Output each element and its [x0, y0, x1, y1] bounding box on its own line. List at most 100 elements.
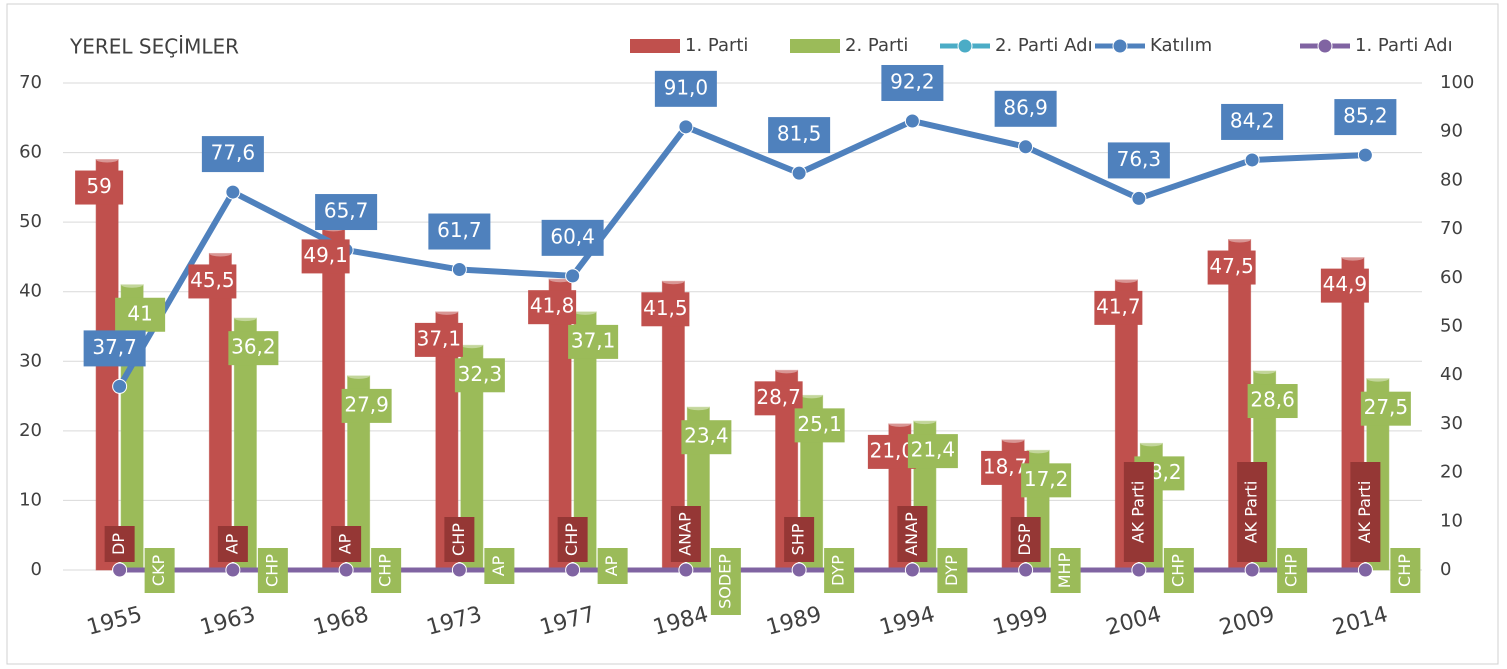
- name-label: AP: [602, 555, 621, 576]
- name-label-box: [1123, 462, 1154, 562]
- y-tick-label: 0: [31, 559, 42, 580]
- y2-tick-label: 10: [1440, 510, 1463, 531]
- data-label: 37,1: [417, 326, 462, 350]
- name-label: CHP: [1395, 554, 1414, 587]
- bar-cap: [347, 372, 370, 379]
- line-marker: [565, 562, 581, 578]
- line-marker: [112, 378, 128, 394]
- line-marker: [791, 165, 807, 181]
- data-label-box: [994, 90, 1057, 127]
- bar-cap: [209, 250, 232, 257]
- data-label: 76,3: [1117, 147, 1162, 171]
- data-label: 25,1: [797, 412, 842, 436]
- line-marker: [791, 562, 807, 578]
- data-label: 23,4: [684, 424, 729, 448]
- y2-tick-label: 100: [1440, 72, 1474, 93]
- data-label-box: [201, 136, 264, 173]
- data-label: 49,1: [303, 243, 348, 267]
- name-label: CHP: [562, 523, 581, 556]
- name-label-box: [144, 548, 175, 593]
- data-label-box: [428, 213, 491, 250]
- data-label-box: [1334, 99, 1397, 136]
- data-label: 32,3: [458, 362, 503, 386]
- line-marker: [1357, 147, 1373, 163]
- line-marker: [1131, 190, 1147, 206]
- data-label-box: [528, 290, 577, 325]
- line-marker: [225, 184, 241, 200]
- y2-tick-label: 20: [1440, 462, 1463, 483]
- name-label-box: [1163, 548, 1194, 593]
- data-label-box: [1094, 290, 1143, 325]
- line-marker: [451, 262, 467, 278]
- line-marker: [1018, 562, 1034, 578]
- name-label: CHP: [262, 554, 281, 587]
- data-label-box: [83, 330, 146, 367]
- bar-cap: [913, 418, 936, 425]
- y-tick-label: 50: [19, 211, 42, 232]
- data-label: 28,7: [756, 385, 801, 409]
- data-label-box: [794, 408, 845, 443]
- line-marker: [338, 562, 354, 578]
- data-label: 21,0: [870, 438, 915, 462]
- y-tick-label: 40: [19, 281, 42, 302]
- data-label: 18,7: [983, 454, 1028, 478]
- name-label: DYP: [942, 555, 961, 586]
- name-label: AP: [489, 555, 508, 576]
- data-label: 61,7: [437, 218, 482, 242]
- data-label-box: [768, 117, 831, 154]
- name-label-box: [371, 548, 402, 593]
- data-label: 41,5: [643, 296, 688, 320]
- name-label: ANAP: [675, 512, 694, 556]
- y2-tick-label: 80: [1440, 169, 1463, 190]
- y2-tick-label: 40: [1440, 364, 1463, 385]
- name-label-box: [710, 548, 741, 615]
- line-marker: [225, 562, 241, 578]
- data-label: 37,7: [92, 335, 137, 359]
- bar-cap: [662, 278, 685, 285]
- y-tick-label: 70: [19, 72, 42, 93]
- y2-tick-label: 0: [1440, 559, 1451, 580]
- data-label: 65,7: [324, 199, 369, 223]
- data-label: 27,9: [344, 392, 389, 416]
- bar-cap: [1115, 276, 1138, 283]
- data-label-box: [907, 434, 958, 469]
- line-marker: [1357, 562, 1373, 578]
- bar-cap: [460, 342, 483, 349]
- data-label: 47,5: [1209, 254, 1254, 278]
- data-label-box: [654, 70, 717, 107]
- data-label: 17,2: [1024, 467, 1069, 491]
- line-marker: [451, 562, 467, 578]
- line-marker: [1018, 139, 1034, 155]
- data-label: 21,4: [911, 438, 956, 462]
- data-label: 59: [86, 174, 111, 198]
- name-label: AP: [222, 533, 241, 554]
- data-label-box: [1360, 391, 1411, 426]
- y2-tick-label: 50: [1440, 316, 1463, 337]
- data-label: 92,2: [890, 69, 935, 93]
- data-label-box: [1107, 142, 1170, 179]
- name-label-box: [331, 526, 362, 562]
- name-label-box: [670, 506, 701, 562]
- name-label: DSP: [1015, 523, 1034, 555]
- bar-cap: [1341, 254, 1364, 261]
- name-label: SODEP: [715, 554, 734, 609]
- y2-tick-label: 90: [1440, 121, 1463, 142]
- data-label-box: [454, 358, 505, 393]
- data-label-box: [1221, 103, 1284, 140]
- y2-tick-label: 60: [1440, 267, 1463, 288]
- bar-cap: [234, 315, 257, 322]
- data-label-box: [881, 64, 944, 101]
- bar-cap: [1253, 368, 1276, 375]
- data-label: 41,8: [530, 294, 575, 318]
- data-label-box: [541, 219, 604, 256]
- bar-cap: [687, 404, 710, 411]
- name-label-box: [257, 548, 288, 593]
- name-label-box: [1050, 548, 1081, 593]
- data-label: 85,2: [1343, 104, 1388, 128]
- legend-swatch: [630, 39, 680, 53]
- line-marker: [904, 562, 920, 578]
- legend-swatch: [790, 39, 840, 53]
- name-label: SHP: [789, 523, 808, 555]
- legend-label: Katılım: [1150, 35, 1212, 56]
- name-label-box: [1390, 548, 1421, 593]
